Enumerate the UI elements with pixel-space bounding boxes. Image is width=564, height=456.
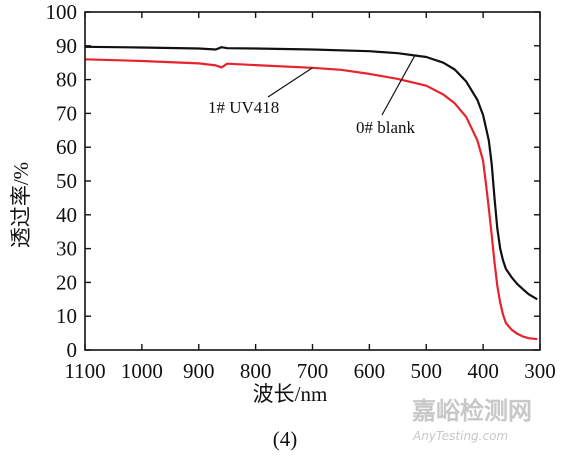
y-tick-label: 30 <box>56 237 77 261</box>
annotation-leader-line <box>267 67 313 98</box>
y-tick-label: 40 <box>56 203 77 227</box>
x-axis-title: 波长/nm <box>253 382 328 406</box>
annotation-label: 0# blank <box>356 118 416 137</box>
plot-frame <box>84 11 541 351</box>
y-tick-label: 70 <box>56 101 77 125</box>
x-tick-label: 1000 <box>121 359 163 383</box>
y-tick-label: 0 <box>67 338 78 362</box>
x-tick-label: 1100 <box>64 359 105 383</box>
y-tick-label: 60 <box>56 135 77 159</box>
series-layer <box>84 45 538 341</box>
x-tick-label: 700 <box>297 359 329 383</box>
y-tick-label: 100 <box>46 0 78 24</box>
y-tick-label: 90 <box>56 34 77 58</box>
x-tick-label: 600 <box>354 359 386 383</box>
watermark-en: AnyTesting.com <box>412 429 508 443</box>
y-tick-label: 10 <box>56 304 77 328</box>
tick-layer: 0 10 20 30 40 50 60 70 80 90 100 1100 1000 900 800 700 6… <box>46 0 556 383</box>
figure-caption: (4) <box>273 427 298 451</box>
annotation-label: 1# UV418 <box>208 98 279 117</box>
annotation-layer: 1# UV418 0# blank <box>208 55 416 137</box>
x-tick-label: 900 <box>183 359 215 383</box>
y-tick-label: 50 <box>56 169 77 193</box>
y-tick-label: 80 <box>56 68 77 92</box>
annotation-leader-line <box>381 55 416 116</box>
x-tick-label: 500 <box>411 359 443 383</box>
series-line-0-blank <box>84 45 538 301</box>
x-tick-label: 300 <box>524 359 556 383</box>
x-tick-label: 400 <box>467 359 499 383</box>
x-tick-label: 800 <box>240 359 272 383</box>
y-tick-label: 20 <box>56 270 77 294</box>
y-axis-title: 透过率/% <box>9 162 33 248</box>
watermark-cn: 嘉峪检测网 <box>412 397 532 425</box>
series-line-1-uv418 <box>84 58 538 341</box>
